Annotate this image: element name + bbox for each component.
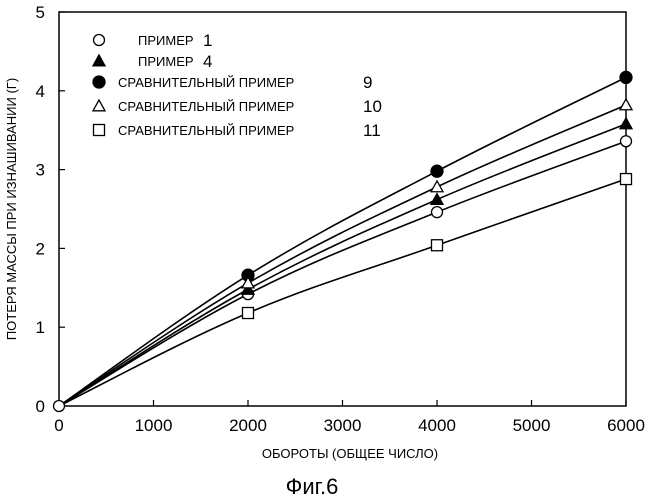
x-tick-label: 4000 <box>418 416 456 435</box>
legend-item: СРАВНИТЕЛЬНЫЙ ПРИМЕР 10 <box>91 97 382 116</box>
legend-number: 9 <box>363 73 372 92</box>
legend-marker <box>92 33 106 47</box>
legend-number: 1 <box>203 31 212 50</box>
data-point-4 <box>429 192 445 205</box>
data-point-1 <box>619 135 633 148</box>
data-point-11 <box>619 172 633 186</box>
x-tick-label: 0 <box>54 416 63 435</box>
x-axis-label: ОБОРОТЫ (ОБЩЕЕ ЧИСЛО) <box>262 446 438 461</box>
series-line-4 <box>58 123 627 407</box>
y-tick-label: 3 <box>36 161 45 180</box>
legend-number: 11 <box>363 121 381 140</box>
data-point-9 <box>430 164 444 178</box>
axis-tick-labels: 0 1000 2000 3000 4000 5000 6000 0 1 2 3 4 5 <box>36 3 645 435</box>
y-tick-label: 4 <box>36 82 45 101</box>
legend-label: СРАВНИТЕЛЬНЫЙ ПРИМЕР <box>118 75 294 90</box>
legend-item: ПРИМЕР 4 <box>91 52 212 71</box>
legend-label: ПРИМЕР <box>138 54 194 69</box>
y-tick-label: 0 <box>36 397 45 416</box>
data-point-4 <box>240 282 256 295</box>
x-tick-label: 3000 <box>324 416 362 435</box>
x-tick-label: 1000 <box>135 416 173 435</box>
legend-label: ПРИМЕР <box>138 33 194 48</box>
x-tick-label: 2000 <box>229 416 267 435</box>
legend-number: 4 <box>203 52 212 71</box>
series-markers <box>52 70 634 413</box>
series-lines <box>58 76 627 407</box>
y-tick-label: 1 <box>36 318 45 337</box>
y-tick-label: 5 <box>36 3 45 22</box>
axis-ticks <box>58 11 627 407</box>
legend-label: СРАВНИТЕЛЬНЫЙ ПРИМЕР <box>118 123 294 138</box>
data-point-4 <box>618 116 634 130</box>
figure-caption: Фиг.6 <box>286 474 339 499</box>
data-point-origin <box>52 399 66 413</box>
legend-marker <box>91 53 107 67</box>
data-point-10 <box>429 179 445 193</box>
data-point-11 <box>241 306 255 320</box>
series-line-1 <box>58 140 627 407</box>
legend-number: 10 <box>363 97 382 116</box>
legend-marker <box>92 75 106 89</box>
legend-item: СРАВНИТЕЛЬНЫЙ ПРИМЕР 11 <box>92 121 381 140</box>
data-point-10 <box>240 275 256 289</box>
data-point-11 <box>430 239 444 252</box>
series-line-10 <box>58 104 627 407</box>
series-line-9 <box>58 76 627 407</box>
data-point-1 <box>430 206 444 219</box>
legend-item: СРАВНИТЕЛЬНЫЙ ПРИМЕР 9 <box>92 73 372 92</box>
legend-item: ПРИМЕР 1 <box>92 31 212 50</box>
series-line-11 <box>58 178 627 407</box>
x-tick-label: 5000 <box>513 416 551 435</box>
y-tick-label: 2 <box>36 239 45 258</box>
legend-label: СРАВНИТЕЛЬНЫЙ ПРИМЕР <box>118 99 294 114</box>
data-point-10 <box>618 97 634 111</box>
y-axis-label: ПОТЕРЯ МАССЫ ПРИ ИЗНАШИВАНИИ (Г) <box>4 78 19 340</box>
legend-marker <box>91 98 107 112</box>
legend-marker <box>92 123 106 137</box>
x-tick-label: 6000 <box>607 416 645 435</box>
data-point-9 <box>619 70 633 85</box>
